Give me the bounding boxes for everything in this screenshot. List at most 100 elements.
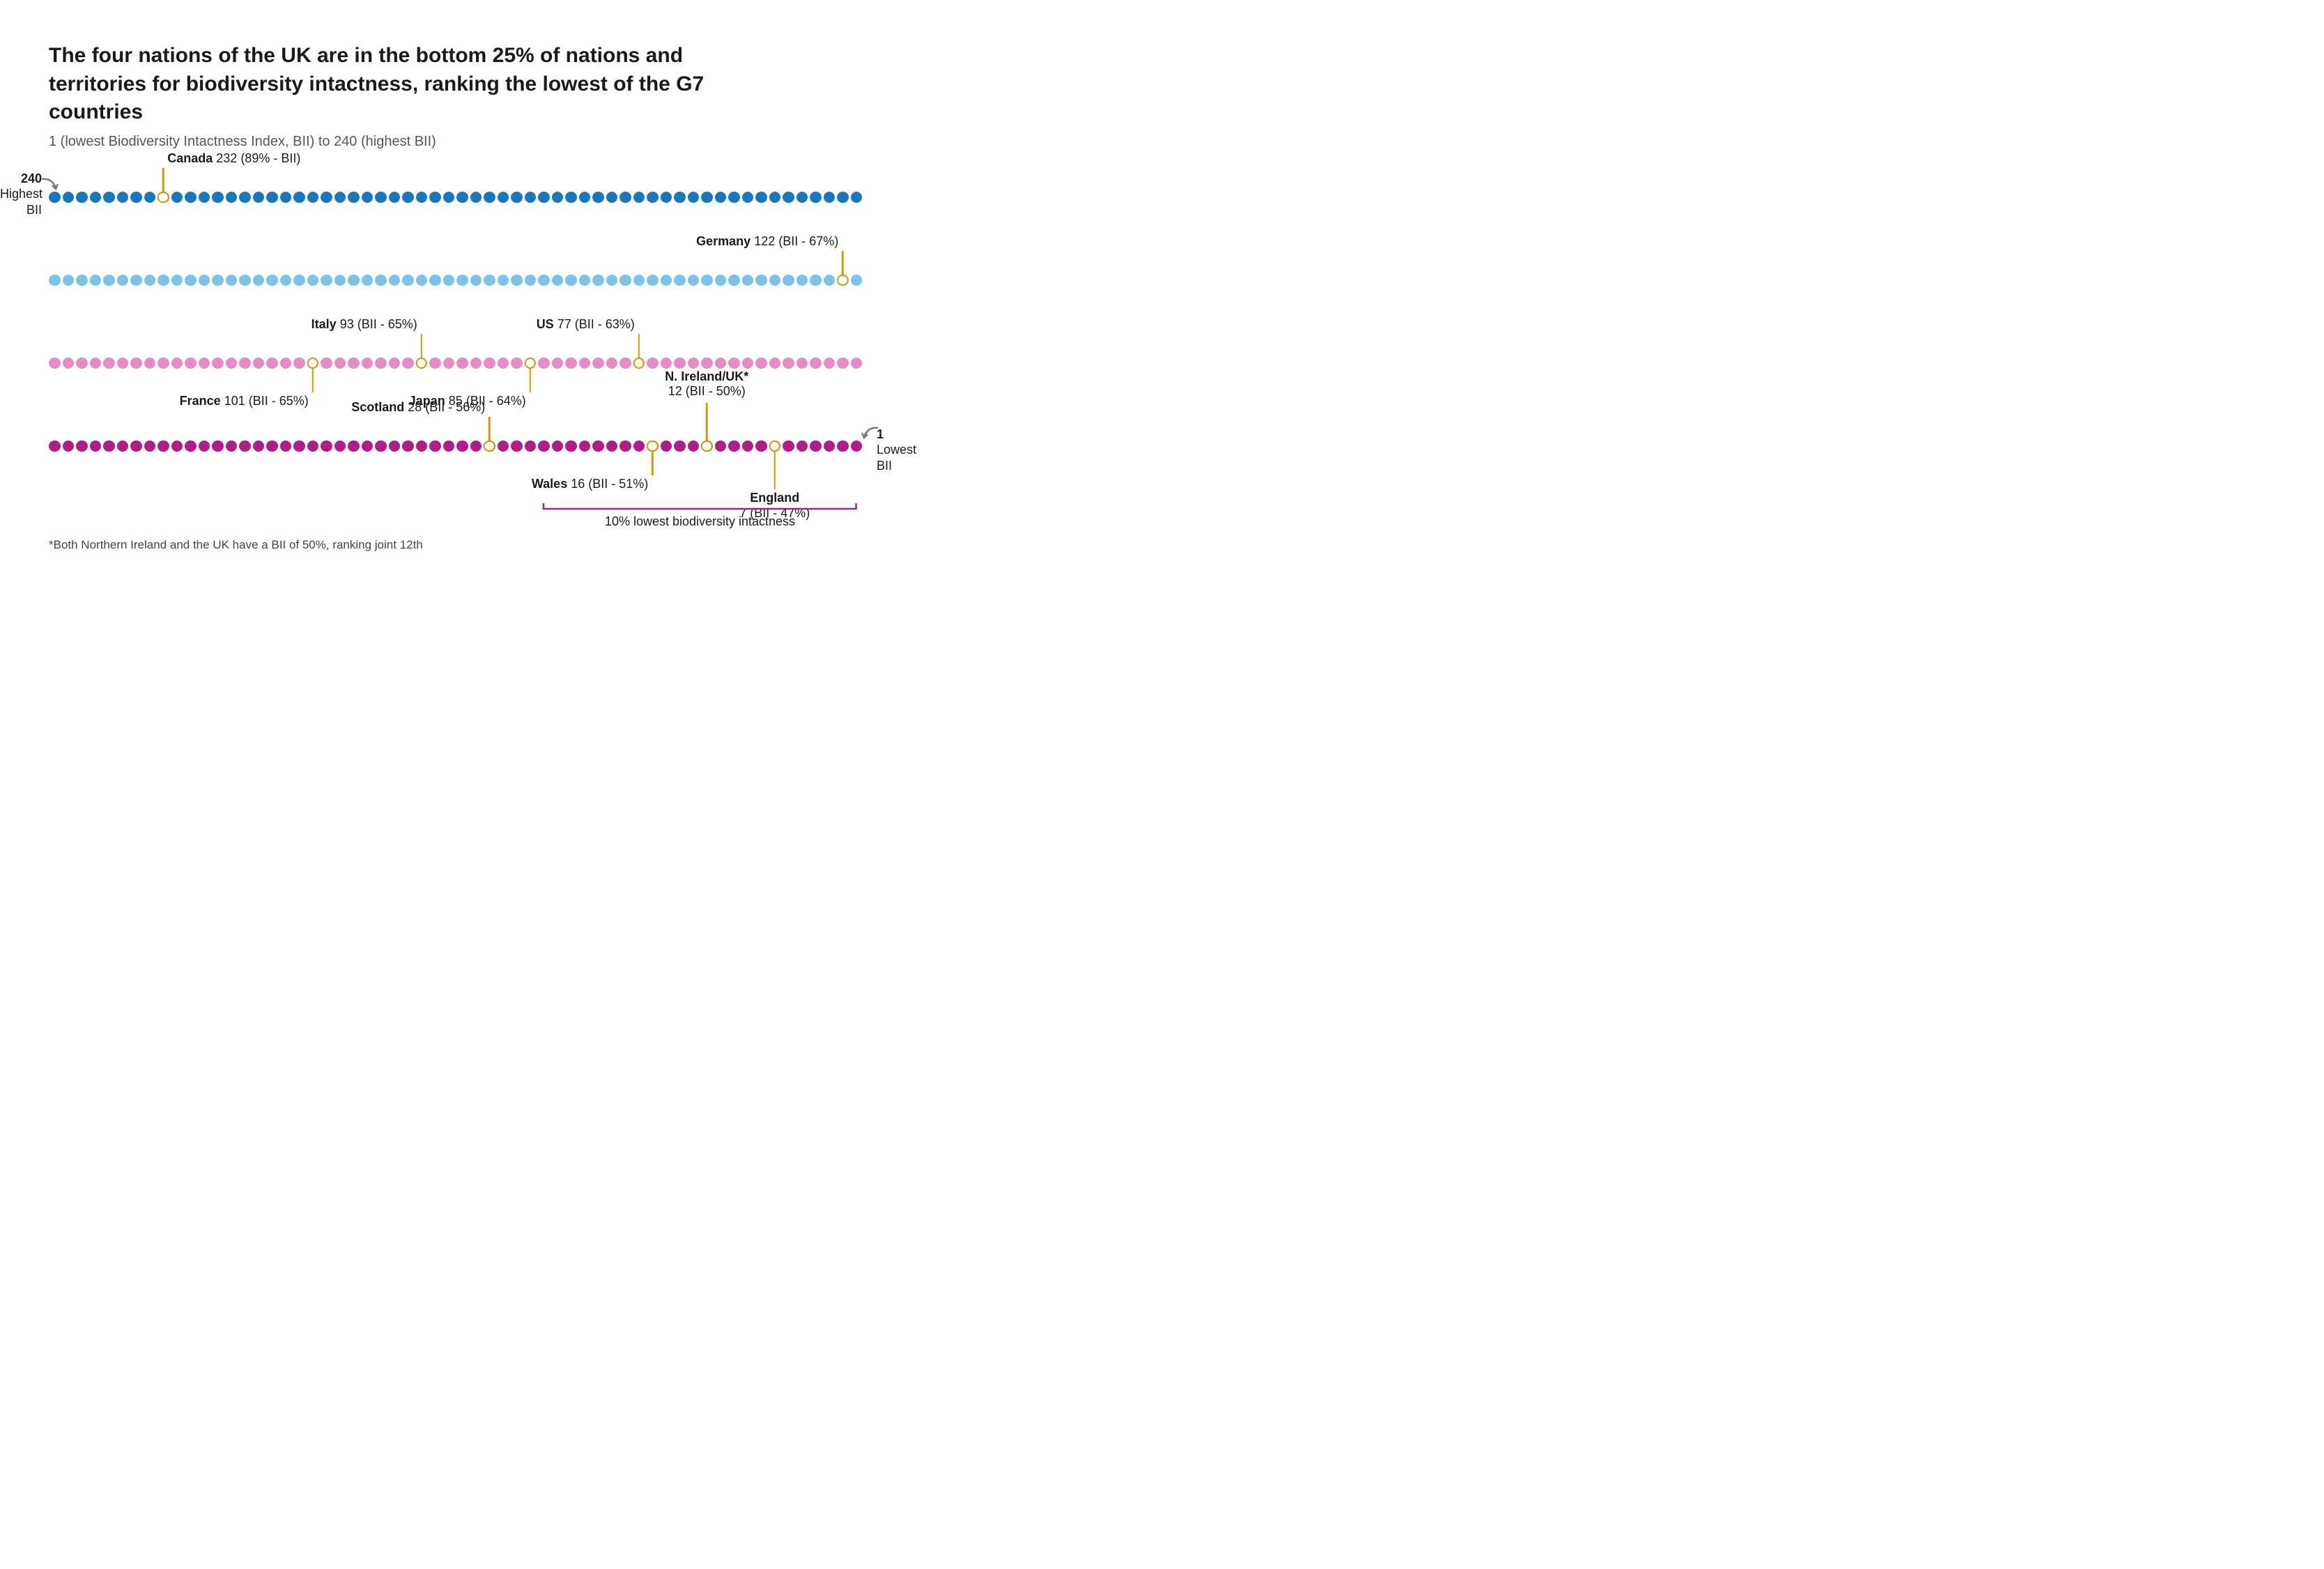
dot [674,441,686,452]
dot [633,192,645,204]
dot [117,192,129,204]
dot [280,441,292,452]
dot [321,358,332,369]
dot [253,275,265,286]
dot [470,192,482,204]
annotation-line [652,452,654,475]
dot [783,192,794,204]
dot [239,275,251,286]
dot [117,358,129,369]
dot [498,275,509,286]
dot [579,192,591,204]
country-marker [157,192,169,204]
dot [456,441,468,452]
dot [647,192,659,204]
dot [253,358,265,369]
dot [157,358,169,369]
dot [389,275,401,286]
dot [470,358,482,369]
dot [280,275,292,286]
dot [470,275,482,286]
dot [130,441,142,452]
dot [199,358,210,369]
dot [565,441,577,452]
dot [620,358,631,369]
dot [144,358,156,369]
dot [443,441,455,452]
dot [592,441,604,452]
annotation-line [312,369,314,392]
country-annotation: Italy 93 (BII - 65%) [311,317,417,332]
dot [851,358,863,369]
dot [484,192,495,204]
dot [63,441,75,452]
dot [76,275,88,286]
dot [130,358,142,369]
country-marker [837,275,849,286]
dot [402,275,414,286]
dot [76,441,88,452]
dot [797,275,808,286]
dot [362,358,374,369]
dot-row [49,441,862,457]
annotation-line [638,334,640,358]
dot [389,441,401,452]
dot [171,441,183,452]
country-marker [647,441,659,452]
dot [647,275,659,286]
dot [511,441,523,452]
country-annotation: Canada 232 (89% - BII) [167,151,300,167]
dot [661,275,672,286]
dot [525,441,537,452]
dot [715,275,727,286]
dot [538,358,550,369]
dot [280,358,292,369]
dot [402,441,414,452]
dot [633,441,645,452]
dot [144,192,156,204]
dot [212,275,224,286]
dot [742,441,754,452]
dot [49,192,61,204]
dot [715,358,727,369]
annotation-line [162,168,164,192]
axis-low-label: 1LowestBII [877,427,916,474]
dot [402,358,414,369]
dot [348,441,360,452]
country-annotation: US 77 (BII - 63%) [537,317,635,332]
axis-high-label: 240HighestBII [0,171,42,218]
dot [293,358,305,369]
dot [117,441,129,452]
dot [212,192,224,204]
dot [389,192,401,204]
dot [49,275,61,286]
dot [362,441,374,452]
dot [783,441,794,452]
dot [429,192,441,204]
dot [293,192,305,204]
dot [348,275,360,286]
dot [633,275,645,286]
dot [851,275,863,286]
footnote: *Both Northern Ireland and the UK have a… [49,538,2275,552]
chart-title: The four nations of the UK are in the bo… [49,42,711,127]
country-marker [525,358,537,369]
dot [416,441,428,452]
dot [565,275,577,286]
bracket-label: 10% lowest biodiversity intactness [605,514,795,529]
dot [592,358,604,369]
dot [742,358,754,369]
dot [579,441,591,452]
dot [674,275,686,286]
dot [49,441,61,452]
dot [851,441,863,452]
dot [456,358,468,369]
dot [728,358,740,369]
dot [755,192,767,204]
dot [688,441,700,452]
country-marker [307,358,319,369]
dot [525,192,537,204]
dot [429,275,441,286]
country-annotation: Wales 16 (BII - 51%) [532,477,648,492]
annotation-line [842,251,844,275]
